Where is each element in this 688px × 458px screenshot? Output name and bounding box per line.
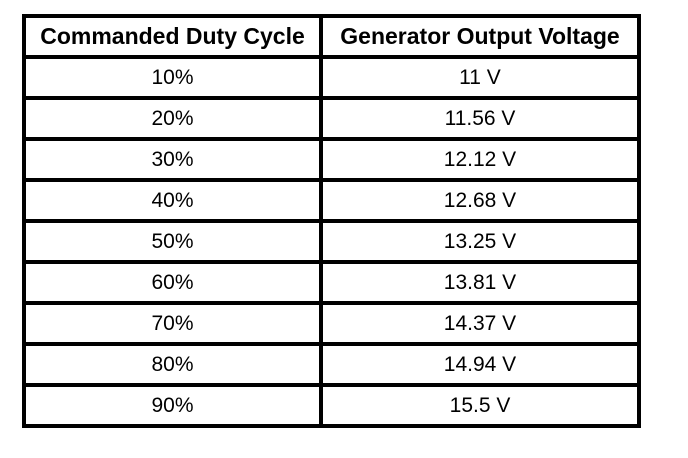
duty-cycle-cell: 80% — [22, 342, 323, 387]
table-row: 40% 12.68 V — [22, 178, 641, 223]
header-row: Commanded Duty Cycle Generator Output Vo… — [22, 14, 641, 59]
table-row: 90% 15.5 V — [22, 383, 641, 428]
column-header-output-voltage: Generator Output Voltage — [319, 14, 641, 59]
table-row: 60% 13.81 V — [22, 260, 641, 305]
voltage-cell: 14.94 V — [319, 342, 641, 387]
table-row: 30% 12.12 V — [22, 137, 641, 182]
duty-cycle-cell: 20% — [22, 96, 323, 141]
duty-cycle-cell: 60% — [22, 260, 323, 305]
duty-cycle-cell: 50% — [22, 219, 323, 264]
voltage-cell: 13.81 V — [319, 260, 641, 305]
table-row: 80% 14.94 V — [22, 342, 641, 387]
table-row: 20% 11.56 V — [22, 96, 641, 141]
data-table: Commanded Duty Cycle Generator Output Vo… — [22, 14, 641, 428]
duty-cycle-voltage-table: Commanded Duty Cycle Generator Output Vo… — [22, 14, 641, 428]
duty-cycle-cell: 40% — [22, 178, 323, 223]
duty-cycle-cell: 70% — [22, 301, 323, 346]
table-row: 50% 13.25 V — [22, 219, 641, 264]
table-row: 10% 11 V — [22, 55, 641, 100]
duty-cycle-cell: 10% — [22, 55, 323, 100]
column-header-duty-cycle: Commanded Duty Cycle — [22, 14, 323, 59]
voltage-cell: 13.25 V — [319, 219, 641, 264]
duty-cycle-cell: 90% — [22, 383, 323, 428]
table-row: 70% 14.37 V — [22, 301, 641, 346]
voltage-cell: 15.5 V — [319, 383, 641, 428]
voltage-cell: 14.37 V — [319, 301, 641, 346]
voltage-cell: 11 V — [319, 55, 641, 100]
voltage-cell: 12.12 V — [319, 137, 641, 182]
voltage-cell: 12.68 V — [319, 178, 641, 223]
duty-cycle-cell: 30% — [22, 137, 323, 182]
voltage-cell: 11.56 V — [319, 96, 641, 141]
table-body: 10% 11 V 20% 11.56 V 30% 12.12 V 40% 12.68 V 50%… — [22, 55, 641, 428]
